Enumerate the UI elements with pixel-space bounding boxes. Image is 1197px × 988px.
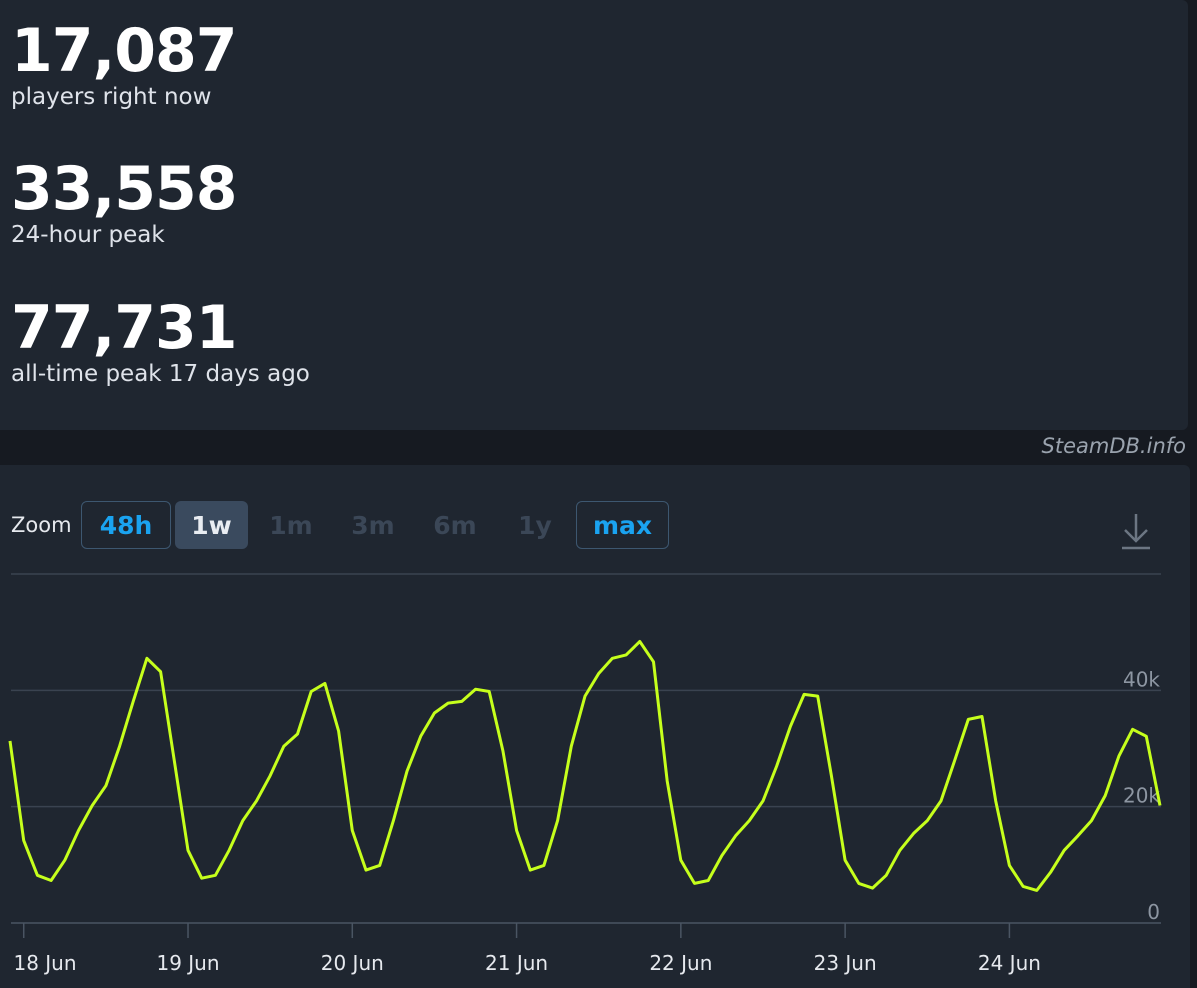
- stats-panel: 17,087 players right now 33,558 24-hour …: [0, 0, 1188, 430]
- download-icon[interactable]: [1122, 514, 1150, 550]
- chart-panel: [0, 465, 1190, 988]
- y-tick-label: 0: [1147, 900, 1160, 924]
- y-tick-label: 20k: [1123, 784, 1160, 808]
- stat: 33,558 24-hour peak: [11, 154, 238, 250]
- x-tick-label: 19 Jun: [156, 951, 219, 975]
- zoom-button[interactable]: 1y: [518, 510, 552, 540]
- zoom-button[interactable]: 1m: [269, 510, 313, 540]
- stat-value: 17,087: [11, 16, 238, 86]
- x-tick-label: 21 Jun: [485, 951, 548, 975]
- stat: 17,087 players right now: [11, 16, 238, 112]
- zoom-button[interactable]: 6m: [433, 510, 477, 540]
- stat-label: players right now: [11, 84, 212, 110]
- x-tick-label: 20 Jun: [321, 951, 384, 975]
- zoom-button[interactable]: 3m: [351, 510, 395, 540]
- watermark: SteamDB.info: [1041, 434, 1186, 458]
- x-tick-label: 18 Jun: [13, 951, 76, 975]
- zoom-bar: Zoom 48h 1w 1m 3m 6m 1y max: [11, 500, 669, 550]
- stat-value: 33,558: [11, 154, 238, 224]
- zoom-options: 48h 1w 1m 3m 6m 1y max: [81, 501, 669, 549]
- y-tick-label: 40k: [1123, 667, 1160, 691]
- stat-label: all-time peak 17 days ago: [11, 361, 310, 387]
- stat-value: 77,731: [11, 293, 238, 363]
- zoom-button[interactable]: 48h: [81, 501, 171, 549]
- x-tick-label: 24 Jun: [978, 951, 1041, 975]
- stat-label: 24-hour peak: [11, 222, 165, 248]
- zoom-button[interactable]: max: [576, 501, 669, 549]
- stat: 77,731 all-time peak 17 days ago: [11, 297, 310, 389]
- x-tick-label: 23 Jun: [814, 951, 877, 975]
- x-tick-label: 22 Jun: [649, 951, 712, 975]
- data-line: [8, 640, 1162, 892]
- zoom-label: Zoom: [11, 513, 72, 537]
- zoom-button[interactable]: 1w: [175, 501, 248, 549]
